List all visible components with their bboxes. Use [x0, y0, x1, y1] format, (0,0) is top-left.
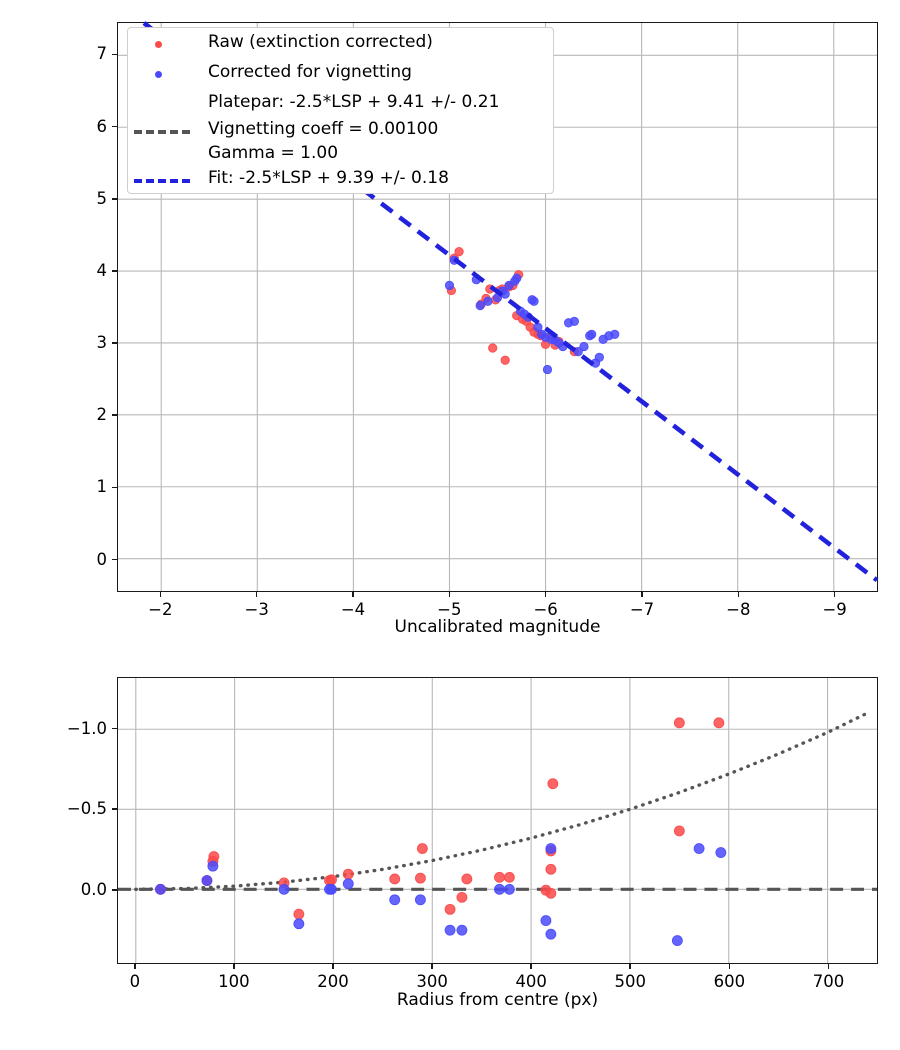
- tick-mark-y: [112, 889, 117, 891]
- tick-mark-x: [544, 592, 547, 597]
- tick-mark-x: [629, 964, 632, 969]
- tick-label-y: 0: [96, 549, 108, 569]
- tick-mark-x: [448, 592, 451, 597]
- tick-mark-y: [112, 486, 117, 489]
- tick-mark-x: [827, 964, 830, 969]
- tick-label-y: 5: [96, 188, 108, 208]
- tick-mark-x: [332, 964, 334, 969]
- legend-marker-dashed-line-icon: [134, 179, 190, 183]
- tick-label-y: 2: [96, 405, 108, 425]
- top-plot-x-axis-label: Uncalibrated magnitude: [394, 617, 601, 637]
- tick-mark-x: [134, 964, 136, 969]
- legend-entry-label: Corrected for vignetting: [208, 62, 412, 82]
- tick-label-x: 100: [218, 972, 250, 991]
- legend-entry-label: Gamma = 1.00: [208, 143, 339, 163]
- tick-label-y: 0.0: [80, 879, 107, 899]
- tick-mark-y: [112, 727, 117, 730]
- legend-marker-dashed-line-icon: [134, 130, 190, 134]
- tick-label-x: 700: [812, 972, 845, 991]
- tick-mark-x: [530, 964, 532, 969]
- tick-mark-x: [728, 964, 731, 969]
- tick-label-x: 500: [614, 972, 647, 991]
- tick-mark-x: [737, 592, 740, 597]
- tick-label-x: −8: [726, 600, 751, 619]
- legend-marker-dot-icon: [155, 71, 162, 78]
- top-plot-canvas: [118, 21, 879, 591]
- tick-mark-x: [233, 964, 235, 969]
- tick-mark-x: [352, 592, 354, 597]
- tick-label-x: 600: [713, 972, 746, 991]
- tick-label-x: −2: [148, 600, 173, 619]
- legend-entry-label: Platepar: -2.5*LSP + 9.41 +/- 0.21: [208, 92, 500, 112]
- tick-label-y: 1: [96, 477, 108, 497]
- tick-mark-x: [641, 592, 643, 597]
- tick-label-y: −0.5: [66, 799, 107, 819]
- tick-label-y: −1.0: [66, 718, 107, 738]
- tick-mark-y: [112, 558, 117, 561]
- tick-mark-x: [255, 592, 258, 597]
- bottom-plot-x-axis-label: Radius from centre (px): [396, 990, 599, 1010]
- tick-label-x: 200: [317, 972, 349, 991]
- legend-entry-label: Raw (extinction corrected): [208, 32, 433, 52]
- tick-label-x: 300: [416, 972, 448, 991]
- tick-label-y: 7: [96, 44, 108, 64]
- tick-mark-x: [431, 964, 433, 969]
- tick-mark-y: [112, 342, 117, 344]
- tick-mark-y: [112, 197, 117, 200]
- tick-label-x: 0: [129, 972, 141, 991]
- tick-label-x: −7: [629, 600, 655, 619]
- tick-mark-x: [833, 592, 836, 597]
- tick-label-x: 400: [515, 972, 547, 991]
- tick-label-x: −6: [533, 600, 558, 619]
- legend: Raw (extinction corrected) Corrected for …: [127, 27, 554, 194]
- tick-label-y: 4: [96, 260, 108, 280]
- legend-entry-label: Vignetting coeff = 0.00100: [208, 119, 439, 139]
- tick-mark-y: [112, 270, 117, 272]
- tick-mark-x: [159, 592, 162, 597]
- tick-mark-y: [112, 808, 117, 810]
- tick-label-x: −9: [822, 600, 847, 619]
- legend-marker-dot-icon: [155, 41, 162, 48]
- tick-mark-y: [112, 414, 117, 417]
- tick-label-x: −4: [340, 600, 366, 619]
- tick-label-y: 3: [96, 333, 108, 353]
- bottom-plot-axes: [117, 677, 878, 964]
- tick-mark-y: [112, 125, 117, 128]
- tick-mark-y: [112, 53, 117, 56]
- tick-label-x: −3: [244, 600, 269, 619]
- tick-label-x: −5: [437, 600, 462, 619]
- bottom-plot-canvas: [118, 678, 877, 963]
- tick-label-y: 6: [96, 116, 108, 136]
- legend-entry-label: Fit: -2.5*LSP + 9.39 +/- 0.18: [208, 168, 449, 188]
